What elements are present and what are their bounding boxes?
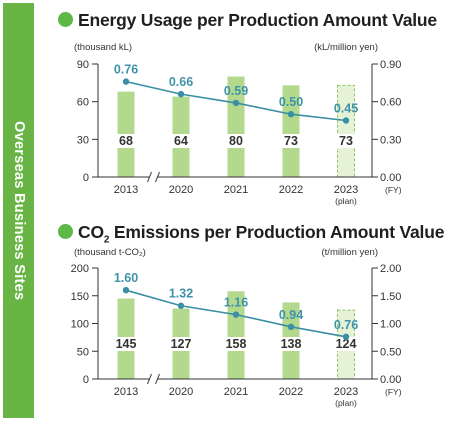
bar-value-label: 80 <box>229 134 243 148</box>
left-tick-label: 100 <box>71 319 89 331</box>
co2-chart: (thousand t-CO₂) (t/million yen) 0 50 100 150… <box>71 247 402 408</box>
bar-label-backing <box>222 337 250 351</box>
line-point <box>232 99 240 107</box>
bar-label-backing <box>277 337 305 351</box>
category-label: 2013 <box>114 184 138 196</box>
right-tick-label: 1.00 <box>380 319 401 331</box>
axis-break-mark <box>147 373 160 385</box>
line-point-label: 0.50 <box>279 95 303 109</box>
line-point-label: 0.59 <box>224 84 248 98</box>
right-axis-unit: (t/million yen) <box>322 247 379 258</box>
line-point <box>287 323 295 331</box>
energy-chart-title: Energy Usage per Production Amount Value <box>58 10 437 32</box>
bar-label-backing <box>112 134 140 148</box>
bar <box>282 85 300 177</box>
bar-label-backing <box>167 337 195 351</box>
line-point <box>232 311 240 318</box>
title-bullet-icon <box>58 224 73 239</box>
category-note: (plan) <box>335 196 357 206</box>
x-axis-unit: (FY) <box>385 185 402 195</box>
category-label: 2022 <box>279 184 303 196</box>
bar-value-label: 68 <box>119 134 133 148</box>
left-tick-label: 150 <box>71 291 89 303</box>
energy-chart-panel: Energy Usage per Production Amount Value… <box>38 0 464 212</box>
bar-label-backing <box>167 134 195 148</box>
category-label: 2022 <box>279 386 303 398</box>
bar-label-backing <box>332 337 360 351</box>
bar-value-label: 124 <box>336 337 357 351</box>
bar-label-backing <box>112 337 140 351</box>
right-tick-label: 2.00 <box>380 263 401 275</box>
category-label: 2023 <box>334 184 358 196</box>
right-tick-label: 1.50 <box>380 291 401 303</box>
line-point-label: 1.32 <box>169 287 193 301</box>
line-point-label: 0.66 <box>169 75 193 89</box>
co2-chart-panel: CO2 Emissions per Production Amount Valu… <box>38 212 464 428</box>
bar-value-label: 127 <box>171 337 192 351</box>
bar-value-label: 158 <box>226 337 247 351</box>
plan-bar <box>337 84 355 178</box>
left-tick-label: 0 <box>83 172 89 184</box>
left-tick-label: 0 <box>83 374 89 386</box>
line-point <box>177 90 185 98</box>
x-axis-unit: (FY) <box>385 387 402 397</box>
bar-value-label: 73 <box>339 134 353 148</box>
line-point <box>177 302 185 309</box>
bar-value-label: 64 <box>174 134 188 148</box>
bar-label-backing <box>277 134 305 148</box>
right-axis-unit: (kL/million yen) <box>314 42 378 53</box>
co2-chart-title-text: CO2 Emissions per Production Amount Valu… <box>78 222 445 246</box>
energy-chart: (thousand kL) (kL/million yen) 0 30 60 90 0.00… <box>74 42 402 206</box>
category-label: 2020 <box>169 184 193 196</box>
left-tick-label: 30 <box>77 134 89 146</box>
line-point-label: 0.94 <box>279 308 303 322</box>
line-point <box>122 287 130 294</box>
bar-value-label: 73 <box>284 134 298 148</box>
left-tick-label: 90 <box>77 59 89 71</box>
side-label: Overseas Business Sites <box>11 120 27 301</box>
line-point-label: 0.76 <box>114 63 138 77</box>
side-banner: Overseas Business Sites <box>3 3 34 418</box>
right-tick-label: 0.50 <box>380 346 401 358</box>
right-tick-label: 0.00 <box>380 172 401 184</box>
left-axis-unit: (thousand t-CO₂) <box>74 247 146 258</box>
right-tick-label: 0.00 <box>380 374 401 386</box>
line-point <box>342 117 350 124</box>
co2-title-subscript: 2 <box>103 234 110 246</box>
line-point-label: 0.76 <box>334 318 358 332</box>
bar-label-backing <box>332 134 360 148</box>
category-label: 2021 <box>224 184 248 196</box>
left-tick-label: 50 <box>77 346 89 358</box>
line-point <box>342 333 350 341</box>
co2-title-rest: Emissions per Production Amount Value <box>109 222 445 242</box>
co2-title-main: CO <box>78 222 104 242</box>
category-note: (plan) <box>335 398 357 408</box>
axis-break-mark <box>147 171 160 183</box>
line-point <box>287 111 295 118</box>
category-label: 2013 <box>114 386 138 398</box>
co2-chart-title: CO2 Emissions per Production Amount Valu… <box>58 222 445 246</box>
category-label: 2023 <box>334 386 358 398</box>
bar-value-label: 145 <box>116 337 137 351</box>
energy-chart-title-text: Energy Usage per Production Amount Value <box>78 10 437 30</box>
left-axis-unit: (thousand kL) <box>74 42 132 53</box>
left-tick-label: 200 <box>71 263 89 275</box>
left-tick-label: 60 <box>77 97 89 109</box>
right-tick-label: 0.30 <box>380 134 401 146</box>
line-point-label: 1.60 <box>114 271 138 285</box>
bar-value-label: 138 <box>281 337 302 351</box>
right-tick-label: 0.60 <box>380 97 401 109</box>
category-label: 2020 <box>169 386 193 398</box>
category-label: 2021 <box>224 386 248 398</box>
bar-label-backing <box>222 134 250 148</box>
line-point <box>122 78 130 85</box>
title-bullet-icon <box>58 12 73 27</box>
line-point-label: 0.45 <box>334 102 358 116</box>
line-point-label: 1.16 <box>224 296 248 310</box>
right-tick-label: 0.90 <box>380 59 401 71</box>
